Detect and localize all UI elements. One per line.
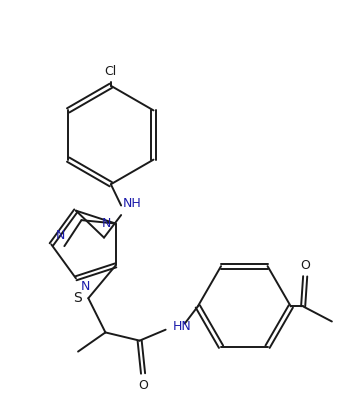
Text: Cl: Cl (105, 64, 117, 78)
Text: N: N (81, 280, 90, 293)
Text: S: S (73, 291, 82, 305)
Text: NH: NH (123, 197, 142, 210)
Text: O: O (300, 258, 310, 272)
Text: N: N (101, 217, 111, 230)
Text: O: O (138, 379, 148, 392)
Text: N: N (56, 230, 66, 242)
Text: HN: HN (172, 320, 191, 334)
